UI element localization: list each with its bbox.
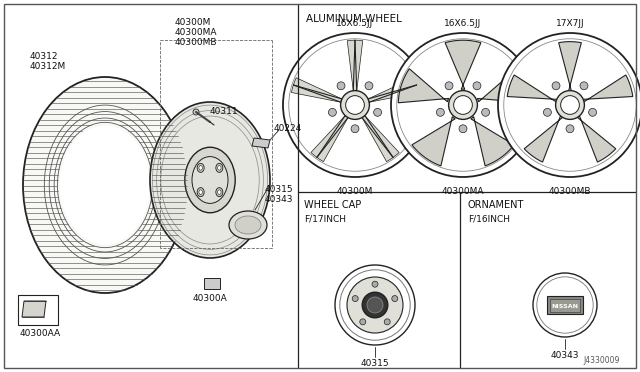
Ellipse shape (216, 163, 223, 172)
Circle shape (365, 82, 373, 90)
Text: 40300MA: 40300MA (175, 28, 218, 37)
Polygon shape (508, 75, 557, 102)
Circle shape (566, 125, 574, 133)
Polygon shape (291, 78, 342, 102)
Circle shape (283, 33, 427, 177)
Ellipse shape (23, 77, 187, 293)
Polygon shape (22, 301, 46, 317)
Circle shape (552, 82, 560, 90)
Ellipse shape (197, 187, 204, 197)
Ellipse shape (218, 190, 221, 195)
Text: 40300M: 40300M (175, 18, 211, 27)
Circle shape (498, 33, 640, 177)
Bar (18, 295, 58, 325)
Ellipse shape (192, 157, 228, 203)
Text: ALUMINUM WHEEL: ALUMINUM WHEEL (306, 14, 402, 24)
Text: 40300MA: 40300MA (442, 187, 484, 196)
Circle shape (346, 96, 364, 114)
Circle shape (482, 108, 490, 116)
Circle shape (384, 319, 390, 325)
Circle shape (449, 91, 477, 119)
Circle shape (533, 273, 597, 337)
Polygon shape (577, 116, 616, 162)
Polygon shape (398, 69, 449, 103)
Text: F/16INCH: F/16INCH (468, 214, 510, 223)
Bar (204, 278, 220, 289)
Ellipse shape (229, 211, 267, 239)
Circle shape (337, 82, 345, 90)
Circle shape (328, 108, 337, 116)
Text: 40300MB: 40300MB (548, 187, 591, 196)
Polygon shape (559, 42, 581, 91)
Polygon shape (368, 78, 419, 102)
Ellipse shape (150, 102, 270, 258)
Circle shape (436, 108, 444, 116)
Bar (547, 296, 583, 314)
Polygon shape (311, 116, 348, 161)
Text: 40300MB: 40300MB (175, 38, 218, 47)
Text: 40311: 40311 (210, 107, 239, 116)
Circle shape (193, 109, 199, 115)
Text: 40312M: 40312M (30, 62, 67, 71)
Text: NISSAN: NISSAN (552, 305, 579, 310)
Text: 40300A: 40300A (193, 294, 228, 303)
Text: 17X7JJ: 17X7JJ (556, 19, 584, 28)
Text: J4330009: J4330009 (584, 356, 620, 365)
Ellipse shape (216, 187, 223, 197)
Text: WHEEL CAP: WHEEL CAP (304, 200, 361, 210)
Text: 40343: 40343 (551, 351, 579, 360)
Circle shape (445, 82, 453, 90)
Ellipse shape (218, 166, 221, 170)
Text: 40343: 40343 (265, 195, 294, 204)
Polygon shape (362, 116, 399, 161)
Circle shape (589, 108, 596, 116)
Bar (550, 298, 580, 311)
Circle shape (543, 108, 552, 116)
Polygon shape (477, 69, 528, 103)
Circle shape (473, 82, 481, 90)
Ellipse shape (199, 166, 202, 170)
Text: F/17INCH: F/17INCH (304, 214, 346, 223)
Polygon shape (412, 117, 455, 166)
Polygon shape (524, 116, 563, 162)
Text: 16X6.5JJ: 16X6.5JJ (337, 19, 374, 28)
Text: ORNAMENT: ORNAMENT (468, 200, 524, 210)
Text: 40315: 40315 (361, 359, 389, 368)
Circle shape (347, 277, 403, 333)
Polygon shape (471, 117, 514, 166)
Polygon shape (445, 40, 481, 89)
Polygon shape (583, 75, 633, 102)
Circle shape (352, 296, 358, 302)
Circle shape (391, 33, 535, 177)
Polygon shape (348, 40, 363, 91)
Text: 40224: 40224 (274, 124, 302, 133)
Circle shape (561, 96, 579, 114)
Text: 40300AA: 40300AA (20, 329, 61, 338)
Circle shape (556, 91, 584, 119)
Circle shape (351, 125, 359, 133)
Circle shape (367, 297, 383, 313)
Circle shape (580, 82, 588, 90)
Circle shape (335, 265, 415, 345)
Ellipse shape (197, 163, 204, 172)
Circle shape (374, 108, 381, 116)
Text: 40300M: 40300M (337, 187, 373, 196)
Circle shape (372, 281, 378, 287)
Circle shape (340, 91, 369, 119)
Text: 40312: 40312 (30, 52, 58, 61)
Text: 40315: 40315 (265, 185, 294, 194)
Ellipse shape (185, 147, 236, 213)
Text: 16X6.5JJ: 16X6.5JJ (444, 19, 482, 28)
Circle shape (392, 296, 398, 302)
Circle shape (360, 319, 366, 325)
Polygon shape (252, 138, 270, 148)
Circle shape (454, 96, 472, 114)
Circle shape (459, 125, 467, 133)
Circle shape (362, 292, 388, 318)
Ellipse shape (235, 216, 261, 234)
Ellipse shape (199, 190, 202, 195)
Ellipse shape (60, 126, 150, 244)
